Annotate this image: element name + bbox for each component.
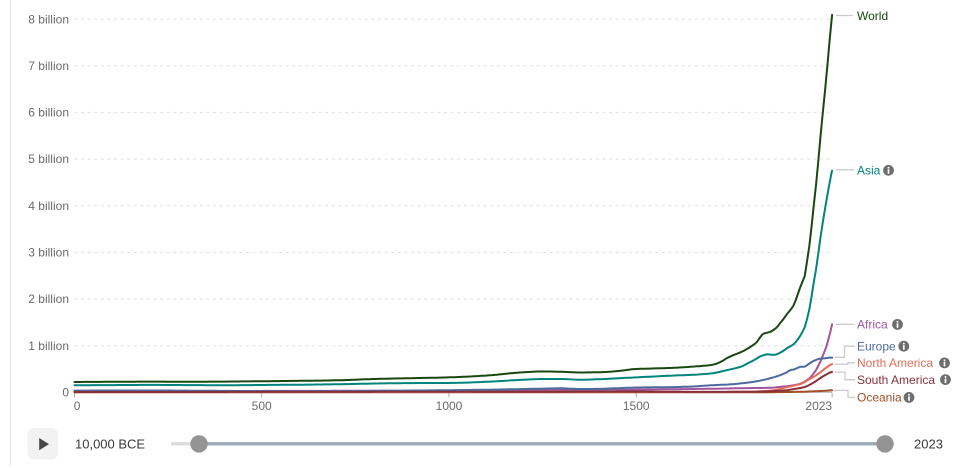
svg-text:2023: 2023 bbox=[914, 437, 943, 452]
svg-text:Oceania: Oceania bbox=[857, 391, 902, 405]
svg-text:4 billion: 4 billion bbox=[28, 199, 69, 213]
svg-text:5 billion: 5 billion bbox=[28, 152, 69, 166]
svg-text:South America: South America bbox=[857, 373, 935, 387]
svg-text:2 billion: 2 billion bbox=[28, 292, 69, 306]
svg-text:Europe: Europe bbox=[857, 340, 896, 354]
svg-text:1000: 1000 bbox=[436, 399, 463, 413]
svg-text:3 billion: 3 billion bbox=[28, 246, 69, 260]
svg-text:World: World bbox=[857, 9, 888, 23]
svg-text:0: 0 bbox=[62, 386, 69, 400]
svg-text:10,000 BCE: 10,000 BCE bbox=[75, 436, 145, 451]
svg-text:1500: 1500 bbox=[623, 399, 650, 413]
svg-text:1 billion: 1 billion bbox=[28, 339, 69, 353]
svg-text:500: 500 bbox=[252, 399, 272, 413]
svg-text:8 billion: 8 billion bbox=[28, 12, 69, 26]
svg-text:2023: 2023 bbox=[805, 399, 832, 413]
svg-text:6 billion: 6 billion bbox=[28, 106, 69, 120]
svg-text:Asia: Asia bbox=[857, 164, 881, 178]
svg-text:7 billion: 7 billion bbox=[28, 59, 69, 73]
svg-text:0: 0 bbox=[74, 399, 81, 413]
svg-text:Africa: Africa bbox=[857, 318, 888, 332]
svg-text:North America: North America bbox=[857, 356, 933, 370]
